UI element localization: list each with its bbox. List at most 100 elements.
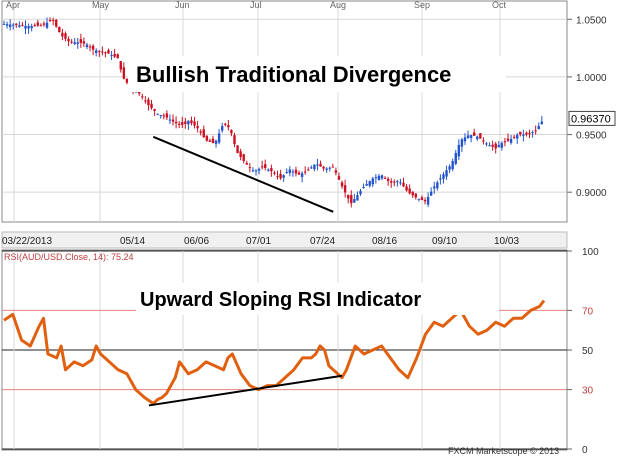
rsi-annotation-bg	[136, 283, 499, 315]
candle-body	[224, 123, 227, 125]
candle-body	[147, 99, 150, 106]
candle-body	[30, 26, 33, 29]
footer-credit: FXCM Marketscope © 2013	[448, 446, 559, 456]
month-label: Sep	[414, 0, 430, 10]
candle-body	[202, 129, 205, 138]
price-annotation-bg	[128, 56, 506, 92]
candle-body	[325, 168, 328, 170]
last-price-marker: 0.96370	[568, 110, 616, 126]
candle-body	[94, 50, 98, 54]
candle-body	[313, 164, 316, 170]
candle-body	[141, 96, 144, 98]
candle-body	[445, 170, 448, 177]
price-annotation: Bullish Traditional Divergence	[136, 62, 451, 87]
candle-body	[463, 137, 467, 142]
candle-body	[436, 182, 439, 189]
candle-body	[469, 135, 473, 138]
rsi-annotation: Upward Sloping RSI Indicator	[140, 289, 421, 311]
candle-body	[340, 182, 344, 187]
month-label: Jun	[175, 0, 190, 10]
candle-body	[414, 193, 418, 198]
price-panel: Apr May Jun Jul Aug Sep Oct 1.0500 1.0000 0.9500…	[1, 0, 616, 223]
candle-body	[479, 133, 482, 139]
month-label: Aug	[330, 0, 346, 10]
candle-body	[531, 132, 534, 134]
candle-body	[500, 143, 504, 148]
candle-body	[279, 173, 282, 179]
candle-body	[245, 162, 248, 165]
candle-body	[168, 119, 172, 121]
month-label: Jul	[250, 0, 262, 10]
candle-body	[267, 169, 270, 171]
candle-body	[27, 26, 30, 29]
candle-body	[472, 132, 476, 136]
candle-body	[368, 181, 371, 186]
date-label: 06/06	[184, 236, 209, 247]
candle-body	[525, 132, 528, 135]
candle-body	[45, 22, 49, 28]
candle-body	[540, 121, 544, 125]
candle-body	[408, 188, 411, 194]
candle-body	[162, 115, 166, 117]
candle-body	[359, 191, 362, 195]
date-label: 08/16	[372, 236, 397, 247]
candle-body	[491, 144, 494, 147]
candle-body	[300, 173, 304, 178]
candle-body	[402, 182, 405, 187]
candle-body	[291, 171, 295, 173]
candle-body	[350, 195, 353, 204]
candle-body	[506, 138, 510, 141]
candle-body	[211, 138, 215, 144]
month-label: May	[92, 0, 110, 10]
candle-body	[12, 24, 15, 26]
candle-body	[51, 20, 55, 22]
candle-body	[113, 53, 116, 57]
candle-body	[76, 42, 79, 44]
date-label: 10/03	[494, 236, 519, 247]
candle-body	[356, 195, 359, 201]
candle-body	[399, 182, 402, 184]
candle-body	[516, 134, 519, 139]
date-label: 07/24	[310, 236, 335, 247]
candle-body	[82, 41, 86, 44]
candle-body	[405, 186, 408, 191]
candle-body	[61, 32, 64, 37]
candle-body	[230, 130, 233, 134]
date-label: 07/01	[246, 236, 271, 247]
candle-body	[15, 23, 18, 25]
candle-body	[184, 121, 187, 124]
month-label: Apr	[6, 0, 20, 10]
candle-body	[181, 122, 184, 125]
candle-body	[73, 42, 76, 45]
rsi-y-axis: 100 70 50 30 0	[567, 247, 599, 456]
price-frame	[1, 0, 568, 223]
date-axis-strip	[1, 231, 568, 249]
candle-body	[248, 167, 252, 169]
candle-body	[42, 23, 46, 25]
candle-body	[534, 130, 537, 132]
candle-body	[537, 126, 540, 130]
candle-body	[33, 24, 36, 26]
candle-body	[70, 41, 73, 43]
candle-body	[411, 191, 414, 196]
candle-body	[423, 200, 427, 202]
candle-body	[482, 140, 485, 142]
rsi-tick-label: 100	[582, 247, 599, 258]
candle-body	[426, 196, 430, 205]
candle-body	[466, 135, 470, 139]
candle-body	[242, 154, 245, 162]
candle-body	[24, 25, 27, 29]
month-labels: Apr May Jun Jul Aug Sep Oct	[6, 0, 507, 10]
candle-body	[512, 136, 516, 138]
candle-body	[485, 143, 488, 145]
price-y-axis: 1.0500 1.0000 0.9500 0.9000	[567, 15, 607, 199]
candle-body	[150, 103, 153, 109]
candle-body	[21, 24, 24, 26]
candle-body	[110, 55, 113, 57]
candle-body	[297, 172, 301, 175]
candle-body	[257, 168, 261, 171]
candle-body	[48, 20, 52, 22]
candle-body	[417, 198, 421, 200]
candle-body	[439, 178, 442, 180]
